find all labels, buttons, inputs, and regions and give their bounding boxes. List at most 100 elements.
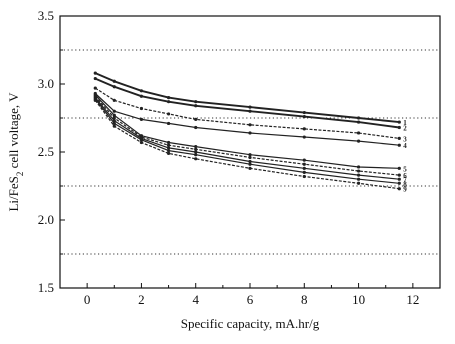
- x-tick-label: 10: [352, 292, 365, 307]
- series-6-point: [356, 169, 361, 173]
- series-9-point: [397, 187, 401, 191]
- series-8-point: [112, 121, 116, 126]
- series-3-point: [139, 106, 144, 111]
- series-6-point: [248, 155, 252, 160]
- series-5-point: [166, 140, 171, 145]
- series-7-point: [356, 173, 361, 177]
- series-7-point: [397, 177, 401, 181]
- series-4-label: 4: [403, 142, 407, 150]
- series-9-point: [356, 181, 361, 185]
- series-1-point: [397, 120, 401, 124]
- series-9-point: [93, 98, 97, 102]
- series-8-point: [248, 162, 252, 166]
- y-axis-label-base: Li/FeS: [6, 176, 21, 211]
- series-3-point: [194, 117, 198, 121]
- series-5-point: [356, 165, 361, 169]
- series-1-point: [248, 105, 252, 109]
- series-4-point: [112, 109, 116, 113]
- series-2-point: [302, 115, 306, 119]
- series-1-point: [302, 110, 306, 115]
- series-4-point: [248, 131, 252, 135]
- series-5-point: [112, 113, 116, 117]
- series-8-point: [166, 149, 171, 153]
- series-5-point: [194, 144, 198, 149]
- series-1-point: [112, 79, 116, 83]
- series-2-point: [356, 120, 361, 124]
- series-6-point: [194, 147, 198, 151]
- series-2-point: [93, 76, 97, 81]
- series-6-point: [302, 162, 306, 166]
- series-8-point: [194, 153, 198, 157]
- y-axis-ticks: 1.5 2.0 2.5 3.0 3.5: [38, 8, 65, 295]
- series-3-point: [93, 86, 97, 90]
- series-9-point: [248, 166, 252, 170]
- series-1-label: 1: [403, 119, 407, 127]
- series-4-point: [397, 143, 401, 147]
- series-7-point: [194, 150, 198, 154]
- series-1-point: [93, 71, 97, 75]
- series-5-point: [302, 158, 306, 162]
- series-7-point: [248, 159, 252, 164]
- x-tick-label: 4: [192, 292, 199, 307]
- series-9-point: [112, 124, 116, 128]
- y-axis-label-subscript: 2: [15, 172, 25, 177]
- series-3-point: [166, 112, 171, 116]
- series-8-point: [356, 177, 361, 181]
- series-2-point: [194, 104, 198, 108]
- series-9-point: [166, 151, 171, 155]
- x-tick-label: 12: [406, 292, 419, 307]
- series-2-point: [248, 109, 252, 113]
- x-axis-ticks: 0 2 4 6 8 10 12: [59, 283, 441, 307]
- x-axis-label: Specific capacity, mA.hr/g: [181, 316, 320, 331]
- series-4-point: [194, 125, 198, 130]
- series-8-point: [397, 181, 401, 185]
- x-tick-label: 8: [301, 292, 308, 307]
- series-7-label: 7: [403, 176, 407, 184]
- series-3-label: 3: [403, 135, 407, 143]
- x-tick-label: 2: [138, 292, 145, 307]
- x-tick-label: 6: [247, 292, 254, 307]
- series-3-point: [356, 131, 361, 135]
- y-axis-label: Li/FeS2 cell voltage, V: [6, 92, 25, 212]
- series-2-point: [139, 94, 144, 98]
- series-2-point: [397, 125, 401, 130]
- series-6-label: 6: [403, 172, 407, 180]
- series-5-label: 5: [403, 165, 407, 173]
- y-axis-label-rest: cell voltage, V: [6, 92, 21, 172]
- series-9-label: 9: [403, 186, 407, 194]
- series-2-point: [166, 100, 171, 104]
- series-layer: [93, 71, 401, 191]
- series-1-point: [356, 116, 361, 120]
- series-1-point: [166, 96, 171, 100]
- series-4-point: [166, 121, 171, 126]
- series-5-point: [397, 166, 401, 170]
- plot-frame: [59, 15, 441, 289]
- series-8-label: 8: [403, 180, 407, 188]
- series-2-label: 2: [403, 125, 407, 133]
- y-tick-label: 1.5: [38, 280, 54, 295]
- reference-lines: [60, 49, 440, 255]
- series-9-point: [139, 140, 144, 145]
- series-4-point: [356, 139, 361, 143]
- series-6-point: [166, 143, 171, 147]
- series-3-point: [248, 123, 252, 127]
- series-9-point: [194, 157, 198, 161]
- series-9-line: [94, 99, 400, 190]
- series-1-point: [194, 100, 198, 104]
- series-7-point: [166, 146, 171, 150]
- y-tick-label: 2.5: [38, 144, 54, 159]
- series-2-point: [112, 85, 116, 89]
- x-tick-label: 0: [84, 292, 91, 307]
- y-tick-label: 3.0: [38, 76, 54, 91]
- series-1-point: [139, 89, 144, 93]
- series-3-point: [302, 127, 306, 131]
- series-9-point: [302, 174, 306, 179]
- series-4-point: [139, 117, 144, 121]
- series-4-point: [302, 135, 306, 139]
- series-7-point: [302, 166, 306, 170]
- series-3-point: [397, 136, 401, 140]
- series-5-point: [248, 153, 252, 157]
- series-8-point: [139, 138, 144, 142]
